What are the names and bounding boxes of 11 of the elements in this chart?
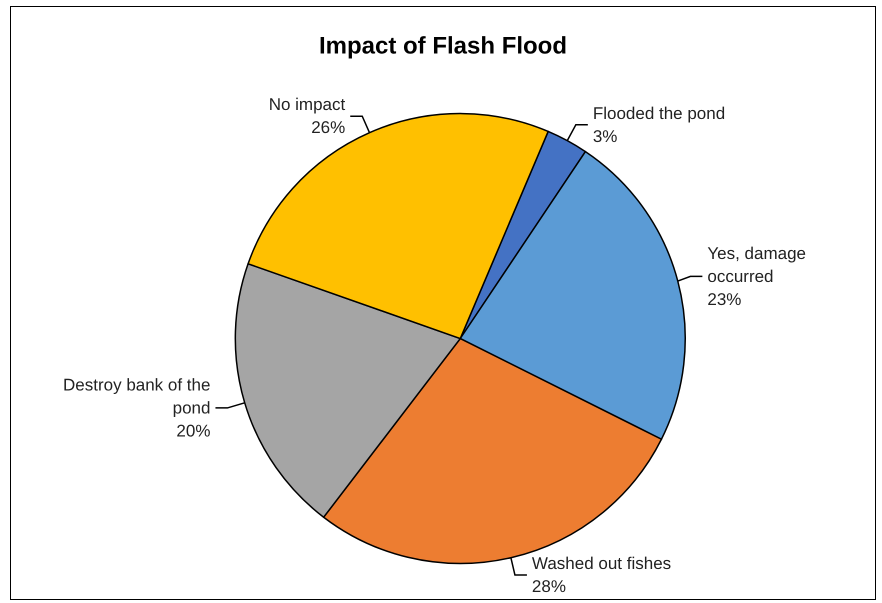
data-label: 28% (532, 577, 566, 596)
data-label: 26% (311, 118, 346, 138)
chart-title: Impact of Flash Flood (318, 32, 568, 60)
slice-label: Yes, damage occurred (707, 244, 811, 286)
slice-label: No impact (268, 95, 346, 114)
slice-label: Flooded the pond (592, 104, 726, 123)
data-label: 23% (707, 290, 742, 309)
slice-label: Destroy bank of the pond (63, 375, 210, 418)
slice-label: Washed out fishes (532, 554, 672, 573)
data-label: 20% (176, 421, 210, 440)
data-label: 3% (592, 126, 618, 146)
